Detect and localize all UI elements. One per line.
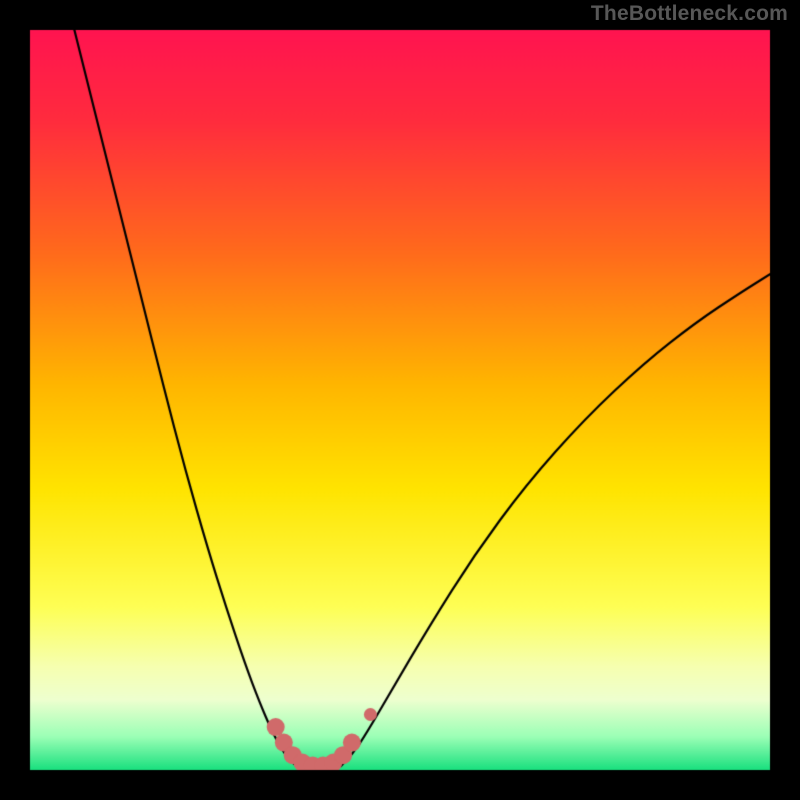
chart-stage: TheBottleneck.com [0,0,800,800]
watermark-text: TheBottleneck.com [591,2,788,26]
bottleneck-chart-canvas [0,0,800,800]
